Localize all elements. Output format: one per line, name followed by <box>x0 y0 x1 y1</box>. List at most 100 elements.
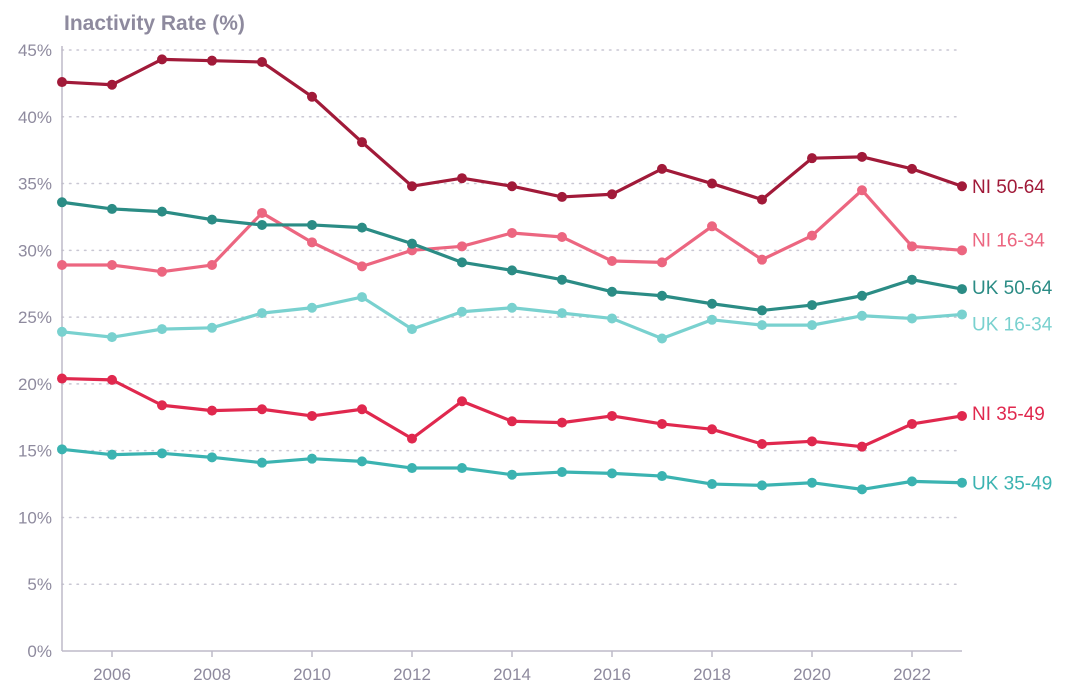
data-point <box>207 260 217 271</box>
data-point <box>57 77 67 88</box>
data-point <box>807 436 817 447</box>
data-point <box>407 324 417 335</box>
data-point <box>907 163 917 174</box>
data-point <box>507 265 517 276</box>
data-point <box>257 207 267 218</box>
y-tick-label: 10% <box>18 508 52 527</box>
data-point <box>457 306 467 317</box>
y-tick-labels: 0% 5% 10% 15% 20% 25% 30% 35% 40% 45% <box>18 41 52 661</box>
data-point <box>857 484 867 495</box>
gridlines <box>61 49 963 585</box>
data-point <box>507 302 517 313</box>
data-point <box>757 194 767 205</box>
data-point <box>157 324 167 335</box>
data-point <box>657 471 667 482</box>
series-line <box>60 447 964 491</box>
data-point <box>907 274 917 285</box>
data-point <box>357 222 367 233</box>
data-point <box>707 314 717 325</box>
data-point <box>257 219 267 230</box>
data-point <box>557 308 567 319</box>
x-tick-label: 2006 <box>93 665 131 684</box>
data-point <box>107 374 117 385</box>
data-point <box>507 181 517 192</box>
data-point <box>57 197 67 208</box>
data-point <box>657 333 667 344</box>
data-point <box>407 463 417 474</box>
data-point <box>207 322 217 333</box>
data-point <box>907 313 917 324</box>
y-axis-title: Inactivity Rate (%) <box>64 12 245 35</box>
data-point <box>707 424 717 435</box>
data-point <box>157 400 167 411</box>
data-point <box>757 320 767 331</box>
data-point <box>757 254 767 265</box>
series-label: NI 50-64 <box>972 177 1045 198</box>
data-point <box>507 227 517 238</box>
data-point <box>357 292 367 303</box>
data-point <box>57 260 67 271</box>
x-tick-label: 2018 <box>693 665 731 684</box>
data-point <box>307 91 317 102</box>
series-label: UK 35-49 <box>972 474 1052 495</box>
data-point <box>757 480 767 491</box>
data-point <box>357 456 367 467</box>
data-point <box>607 313 617 324</box>
data-point <box>657 163 667 174</box>
data-point <box>457 463 467 474</box>
data-point <box>857 441 867 452</box>
data-point <box>957 410 967 421</box>
data-point <box>107 79 117 90</box>
x-tick-label: 2010 <box>293 665 331 684</box>
series-label: UK 16-34 <box>972 314 1053 335</box>
data-point <box>157 266 167 277</box>
data-point <box>607 410 617 421</box>
data-point <box>107 203 117 214</box>
y-tick-label: 20% <box>18 375 52 394</box>
data-point <box>307 302 317 313</box>
data-point <box>307 219 317 230</box>
data-point <box>57 373 67 384</box>
data-point <box>457 241 467 252</box>
data-point <box>307 410 317 421</box>
data-point <box>957 245 967 256</box>
data-point <box>807 320 817 331</box>
data-point <box>957 284 967 295</box>
y-tick-label: 25% <box>18 308 52 327</box>
axes <box>61 46 962 657</box>
data-point <box>457 173 467 184</box>
data-point <box>857 310 867 321</box>
y-tick-label: 40% <box>18 108 52 127</box>
x-tick-label: 2012 <box>393 665 431 684</box>
x-tick-labels: 2006 2008 2010 2012 2014 2016 2018 2020 2022 <box>93 665 931 684</box>
data-point <box>757 305 767 316</box>
series-line <box>60 57 964 202</box>
data-point <box>907 476 917 487</box>
data-point <box>807 477 817 488</box>
data-point <box>957 181 967 192</box>
data-point <box>157 448 167 459</box>
data-point <box>307 453 317 464</box>
y-tick-label: 45% <box>18 41 52 60</box>
data-point <box>807 153 817 164</box>
data-point <box>557 274 567 285</box>
series-label: NI 35-49 <box>972 404 1045 425</box>
data-point <box>257 57 267 68</box>
data-point <box>107 449 117 460</box>
data-point <box>307 237 317 248</box>
data-point <box>207 452 217 463</box>
data-point <box>657 418 667 429</box>
data-point <box>757 438 767 449</box>
data-point <box>107 260 117 271</box>
y-tick-label: 15% <box>18 442 52 461</box>
series-labels: NI 50-64 NI 16-34 UK 50-64 UK 16-34 NI 35-49… <box>972 177 1053 494</box>
data-point <box>807 300 817 311</box>
data-point <box>857 151 867 162</box>
data-point <box>607 256 617 267</box>
data-point <box>357 137 367 148</box>
y-tick-label: 35% <box>18 175 52 194</box>
data-point <box>957 477 967 488</box>
data-point <box>957 309 967 320</box>
data-point <box>707 178 717 189</box>
